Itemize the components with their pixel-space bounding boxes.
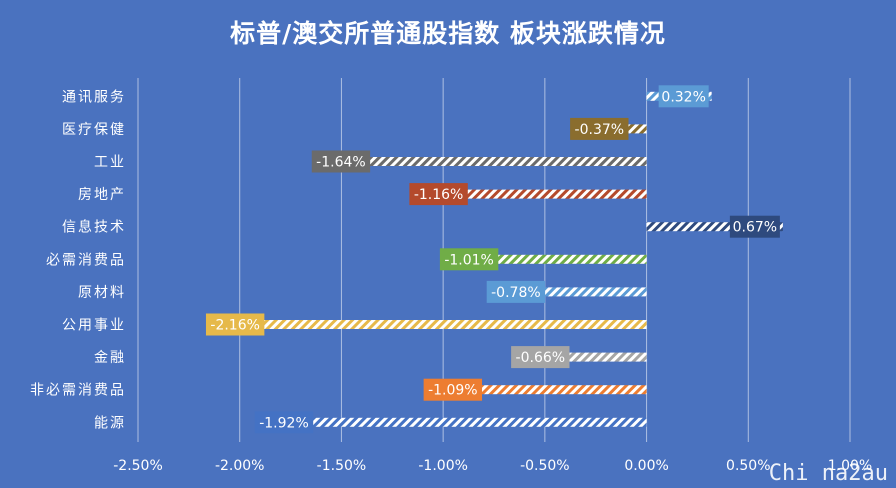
bar bbox=[512, 352, 647, 362]
category-label: 必需消费品 bbox=[46, 252, 126, 268]
data-label-box bbox=[439, 248, 499, 271]
bar bbox=[424, 385, 647, 395]
data-label-box bbox=[205, 313, 265, 336]
data-label: -1.16% bbox=[414, 187, 464, 203]
data-label: -1.01% bbox=[444, 252, 494, 268]
watermark: Chi na2au bbox=[768, 461, 888, 486]
data-label-box bbox=[729, 215, 780, 238]
data-label-box bbox=[511, 346, 570, 369]
category-label: 信息技术 bbox=[62, 219, 126, 236]
data-label: 0.32% bbox=[661, 89, 705, 105]
x-tick-label: 1.00% bbox=[828, 458, 872, 474]
x-tick-label: -2.00% bbox=[215, 458, 265, 474]
data-label: -0.78% bbox=[491, 285, 541, 301]
bar bbox=[487, 287, 647, 297]
x-tick-label: -0.50% bbox=[520, 458, 570, 474]
data-label: -1.64% bbox=[316, 155, 366, 171]
bar bbox=[646, 222, 783, 232]
category-label: 原材料 bbox=[78, 285, 126, 301]
category-label: 工业 bbox=[94, 155, 126, 171]
category-label: 非必需消费品 bbox=[30, 383, 126, 399]
category-label: 金融 bbox=[94, 350, 126, 366]
data-label: -2.16% bbox=[210, 318, 260, 334]
data-label-box bbox=[409, 183, 468, 206]
category-label: 医疗保健 bbox=[62, 122, 126, 138]
x-tick-label: -2.50% bbox=[113, 458, 163, 474]
data-label-box bbox=[254, 411, 314, 434]
chart-title: 标普/澳交所普通股指数 板块涨跌情况 bbox=[230, 19, 666, 48]
x-tick-label: 0.00% bbox=[624, 458, 668, 474]
data-label: -0.66% bbox=[516, 350, 566, 366]
x-tick-label: -1.00% bbox=[418, 458, 468, 474]
bar bbox=[441, 254, 647, 264]
category-label: 能源 bbox=[94, 415, 126, 431]
bar bbox=[255, 417, 647, 427]
data-label: -1.92% bbox=[259, 415, 309, 431]
x-tick-label: 0.50% bbox=[726, 458, 770, 474]
category-label: 通讯服务 bbox=[62, 89, 126, 105]
data-label: 0.67% bbox=[733, 220, 777, 236]
bar bbox=[410, 189, 647, 199]
x-tick-label: -1.50% bbox=[317, 458, 367, 474]
category-label: 房地产 bbox=[78, 187, 126, 203]
data-labels: 0.32% -0.37% -1.64% -1.16% 0.67% -1.01% -0.78%… bbox=[205, 85, 780, 434]
x-tick-labels: -2.50% -2.00% -1.50% -1.00% -0.50% 0.00% 0.50%… bbox=[113, 458, 872, 474]
data-label-box bbox=[570, 117, 629, 140]
bar bbox=[207, 320, 647, 329]
data-label: -0.37% bbox=[575, 122, 625, 138]
data-label-box bbox=[658, 85, 709, 108]
data-label-box bbox=[423, 378, 483, 401]
data-label-box bbox=[311, 150, 371, 173]
data-label-box bbox=[486, 280, 546, 303]
data-label: -1.09% bbox=[428, 383, 478, 399]
category-label: 公用事业 bbox=[62, 318, 126, 334]
bar bbox=[312, 157, 647, 166]
